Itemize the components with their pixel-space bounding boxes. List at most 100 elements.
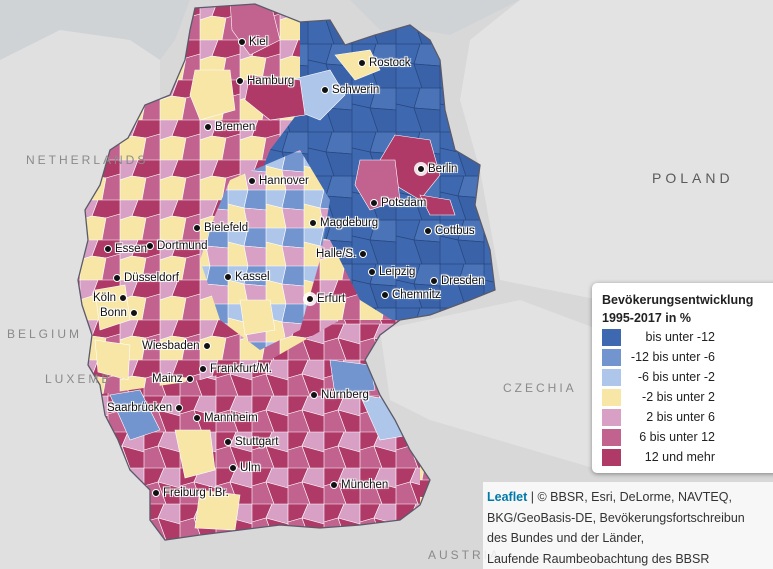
city-marker bbox=[113, 274, 121, 282]
legend-swatch bbox=[602, 408, 621, 426]
city-marker bbox=[146, 242, 154, 250]
city-label: Erfurt bbox=[317, 293, 346, 305]
city-label: Hamburg bbox=[247, 75, 295, 87]
city-label: Essen bbox=[115, 243, 147, 255]
legend-label: -12 bis unter -6 bbox=[630, 350, 715, 364]
country-label-poland: POLAND bbox=[652, 170, 734, 186]
city-mainz[interactable]: Mainz bbox=[152, 373, 194, 385]
city-nuernberg[interactable]: Nürnberg bbox=[310, 389, 369, 401]
attribution-line-4: Laufende Raumbeobachtung des BBSR bbox=[487, 551, 710, 566]
city-frankfurt[interactable]: Frankfurt/M. bbox=[199, 363, 272, 375]
city-marker bbox=[104, 245, 112, 253]
city-essen[interactable]: Essen bbox=[104, 243, 147, 255]
city-label: Bielefeld bbox=[204, 222, 249, 234]
city-marker bbox=[175, 404, 184, 412]
city-marker bbox=[185, 375, 194, 383]
city-magdeburg[interactable]: Magdeburg bbox=[309, 217, 378, 229]
legend-label: 12 und mehr bbox=[641, 450, 715, 464]
legend-item: 6 bis unter 12 bbox=[602, 427, 773, 447]
city-label: Potsdam bbox=[381, 197, 427, 209]
city-kiel[interactable]: Kiel bbox=[238, 36, 268, 48]
city-label: Dortmund bbox=[157, 240, 208, 252]
city-label: Stuttgart bbox=[235, 436, 279, 448]
city-leipzig[interactable]: Leipzig bbox=[368, 266, 415, 278]
city-kassel[interactable]: Kassel bbox=[224, 271, 270, 283]
city-schwerin[interactable]: Schwerin bbox=[321, 84, 379, 96]
city-label: Frankfurt/M. bbox=[210, 363, 272, 375]
legend-item: bis unter -12 bbox=[602, 327, 773, 347]
city-potsdam[interactable]: Potsdam bbox=[370, 197, 426, 209]
city-dresden[interactable]: Dresden bbox=[430, 275, 484, 287]
city-marker bbox=[202, 342, 211, 350]
legend-item: 2 bis unter 6 bbox=[602, 407, 773, 427]
city-label: Schwerin bbox=[332, 84, 380, 96]
city-marker bbox=[224, 438, 232, 446]
city-label: Magdeburg bbox=[320, 217, 379, 229]
legend-subtitle: 1995-2017 in % bbox=[602, 311, 691, 325]
legend-item: -6 bis unter -2 bbox=[602, 367, 773, 387]
city-koeln[interactable]: Köln bbox=[93, 292, 128, 304]
city-marker bbox=[193, 414, 201, 422]
country-label-luxembourg: LUXEMB bbox=[45, 372, 113, 386]
country-label-belgium: BELGIUM bbox=[7, 327, 83, 341]
city-label: Ulm bbox=[240, 462, 261, 474]
city-halle[interactable]: Halle/S. bbox=[316, 248, 368, 260]
legend-swatch bbox=[602, 348, 621, 366]
city-marker bbox=[236, 77, 244, 85]
city-chemnitz[interactable]: Chemnitz bbox=[381, 289, 441, 301]
city-marker bbox=[368, 268, 376, 276]
attribution-copyright: | © BBSR, Esri, DeLorme, NAVTEQ, bbox=[527, 490, 732, 504]
city-cottbus[interactable]: Cottbus bbox=[424, 225, 475, 237]
city-erfurt[interactable]: Erfurt bbox=[306, 293, 345, 305]
city-label: Kiel bbox=[249, 36, 269, 48]
city-berlin[interactable]: Berlin bbox=[417, 163, 457, 175]
city-label: Wiesbaden bbox=[142, 340, 200, 352]
city-bielefeld[interactable]: Bielefeld bbox=[193, 222, 248, 234]
city-wiesbaden[interactable]: Wiesbaden bbox=[142, 340, 211, 352]
city-marker bbox=[193, 224, 201, 232]
city-label: Freiburg i.Br. bbox=[163, 487, 229, 499]
city-freiburg[interactable]: Freiburg i.Br. bbox=[152, 487, 229, 499]
legend-swatch bbox=[602, 368, 621, 386]
city-saarbruecken[interactable]: Saarbrücken bbox=[107, 402, 184, 414]
city-dortmund[interactable]: Dortmund bbox=[146, 240, 208, 252]
legend-label: 2 bis unter 6 bbox=[639, 410, 715, 424]
city-marker bbox=[224, 273, 232, 281]
leaflet-link[interactable]: Leaflet bbox=[487, 490, 528, 504]
city-label: München bbox=[341, 479, 389, 491]
city-hannover[interactable]: Hannover bbox=[248, 175, 309, 187]
city-label: Halle/S. bbox=[316, 248, 357, 260]
city-hamburg[interactable]: Hamburg bbox=[236, 75, 294, 87]
legend-title: Bevökerungsentwicklung bbox=[602, 293, 754, 307]
city-label: Leipzig bbox=[379, 266, 416, 278]
legend-items: bis unter -12 -12 bis unter -6 -6 bis unt… bbox=[602, 327, 773, 467]
city-duesseldorf[interactable]: Düsseldorf bbox=[113, 272, 179, 284]
city-marker bbox=[229, 464, 237, 472]
attribution-line-1: Leaflet | © BBSR, Esri, DeLorme, NAVTEQ, bbox=[487, 487, 773, 508]
city-mannheim[interactable]: Mannheim bbox=[193, 412, 258, 424]
city-marker bbox=[199, 365, 207, 373]
country-label-austria: AUSTRIA bbox=[428, 548, 502, 562]
city-muenchen[interactable]: München bbox=[330, 479, 388, 491]
city-marker bbox=[358, 59, 366, 67]
city-stuttgart[interactable]: Stuttgart bbox=[224, 436, 278, 448]
city-ulm[interactable]: Ulm bbox=[229, 462, 260, 474]
city-label: Bonn bbox=[100, 307, 127, 319]
city-label: Dresden bbox=[441, 275, 485, 287]
city-marker bbox=[129, 309, 138, 317]
legend-swatch bbox=[602, 388, 621, 406]
city-label: Köln bbox=[93, 292, 117, 304]
city-marker bbox=[381, 291, 389, 299]
legend-label: -2 bis unter 2 bbox=[638, 390, 715, 404]
city-bremen[interactable]: Bremen bbox=[204, 121, 255, 133]
legend-item: -2 bis unter 2 bbox=[602, 387, 773, 407]
city-marker bbox=[330, 481, 338, 489]
attribution: Leaflet | © BBSR, Esri, DeLorme, NAVTEQ,… bbox=[483, 482, 773, 569]
city-label: Mainz bbox=[152, 373, 183, 385]
city-bonn[interactable]: Bonn bbox=[100, 307, 138, 319]
attribution-line-2: BKG/GeoBasis-DE, Bevökerungsfortschreibu… bbox=[487, 510, 745, 525]
city-marker bbox=[309, 219, 317, 227]
city-rostock[interactable]: Rostock bbox=[358, 57, 411, 69]
legend-label: bis unter -12 bbox=[628, 330, 716, 344]
